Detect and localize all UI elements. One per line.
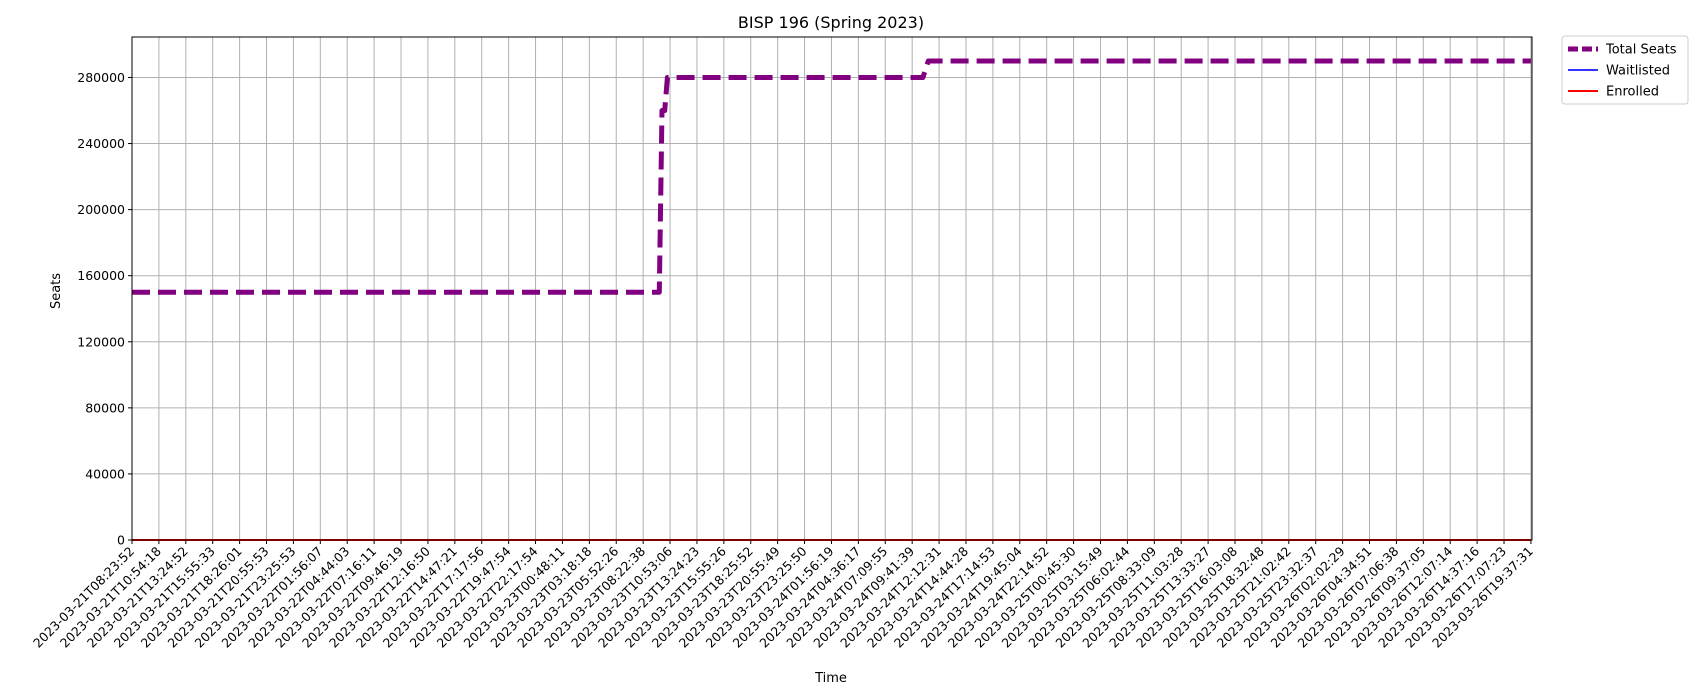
x-axis: 2023-03-21T08:23:522023-03-21T10:54:1820… [30,540,1536,651]
x-axis-title: Time [814,671,847,686]
y-tick-label: 40000 [85,466,125,481]
y-tick-label: 160000 [77,268,125,283]
y-tick-label: 200000 [77,202,125,217]
legend-label: Total Seats [1605,43,1677,58]
legend-frame [1561,35,1689,105]
plot-frame [131,36,1533,541]
grid-layer [131,37,1532,541]
y-tick-label: 0 [117,533,125,548]
y-tick-label: 120000 [77,334,125,349]
y-axis-title: Seats [49,273,64,309]
y-tick-label: 80000 [85,400,125,415]
y-tick-label: 240000 [77,136,125,151]
legend-label: Enrolled [1606,85,1659,100]
legend: Total Seats Waitlisted Enrolled [1561,35,1689,105]
y-axis: 0 40000 80000 120000 160000 200000 240000 28000… [77,70,132,548]
chart-title: BISP 196 (Spring 2023) [738,13,924,32]
legend-label: Waitlisted [1606,64,1670,79]
y-tick-label: 280000 [77,70,125,85]
series-line-total-seats [132,58,1531,295]
